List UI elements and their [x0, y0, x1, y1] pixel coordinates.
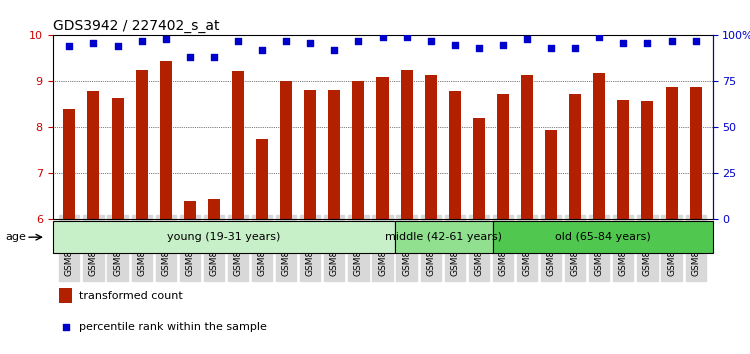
Bar: [472, 118, 484, 219]
Point: [448, 42, 460, 47]
Point: [400, 34, 412, 40]
Bar: [641, 101, 653, 219]
Bar: [497, 94, 509, 219]
Bar: [665, 87, 677, 219]
Point: [63, 44, 75, 49]
Point: [665, 38, 677, 44]
Point: [88, 40, 100, 46]
Point: [593, 34, 605, 40]
Point: [376, 34, 388, 40]
Bar: [569, 94, 581, 219]
Bar: [521, 74, 533, 219]
Bar: [160, 61, 172, 219]
Bar: [136, 70, 148, 219]
Point: [160, 36, 172, 42]
Point: [352, 38, 364, 44]
Bar: [617, 100, 629, 219]
Point: [569, 45, 581, 51]
Point: [424, 38, 436, 44]
Point: [208, 55, 220, 60]
Bar: [280, 81, 292, 219]
Bar: [208, 199, 220, 219]
Bar: [184, 201, 196, 219]
Bar: [352, 81, 364, 219]
Point: [184, 55, 196, 60]
Point: [256, 47, 268, 53]
Text: young (19-31 years): young (19-31 years): [167, 232, 280, 242]
Bar: [63, 109, 76, 219]
Point: [232, 38, 244, 44]
Point: [328, 47, 340, 53]
Bar: [232, 71, 244, 219]
Text: percentile rank within the sample: percentile rank within the sample: [79, 322, 267, 332]
Bar: [59, 288, 72, 303]
FancyBboxPatch shape: [53, 221, 394, 253]
Point: [472, 45, 484, 51]
Bar: [448, 91, 460, 219]
Bar: [112, 97, 124, 219]
Point: [280, 38, 292, 44]
Point: [497, 42, 509, 47]
Bar: [424, 74, 436, 219]
Point: [496, 64, 508, 70]
Bar: [689, 87, 702, 219]
Text: age: age: [5, 232, 26, 242]
Point: [304, 40, 316, 46]
Bar: [593, 73, 605, 219]
Bar: [400, 70, 412, 219]
FancyBboxPatch shape: [493, 221, 712, 253]
FancyBboxPatch shape: [394, 221, 493, 253]
Point: [641, 40, 653, 46]
Bar: [545, 130, 557, 219]
Bar: [304, 90, 316, 219]
Point: [112, 44, 124, 49]
Point: [617, 40, 629, 46]
Point: [136, 38, 148, 44]
Text: old (65-84 years): old (65-84 years): [554, 232, 650, 242]
Text: middle (42-61 years): middle (42-61 years): [385, 232, 502, 242]
Bar: [88, 91, 100, 219]
Point: [690, 38, 702, 44]
Text: GDS3942 / 227402_s_at: GDS3942 / 227402_s_at: [53, 19, 219, 33]
Point: [545, 45, 557, 51]
Bar: [376, 77, 388, 219]
Point: [521, 36, 533, 42]
Text: transformed count: transformed count: [79, 291, 183, 301]
Bar: [256, 139, 268, 219]
Bar: [328, 90, 340, 219]
